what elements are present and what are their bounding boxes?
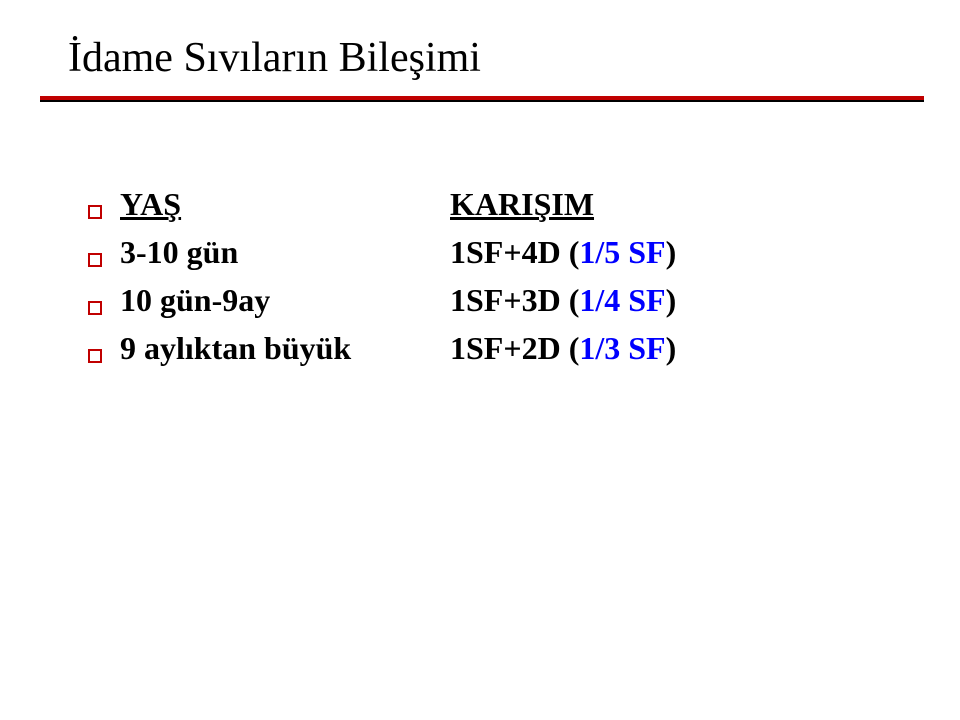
data-row: 9 aylıktan büyük 1SF+2D (1/3 SF) (88, 324, 676, 372)
mix-prefix: 1SF+3D ( (450, 282, 579, 318)
square-bullet-icon (88, 205, 102, 219)
mix-close: ) (666, 234, 677, 270)
square-bullet-icon (88, 301, 102, 315)
cell-age: 9 aylıktan büyük (120, 324, 450, 372)
cell-mix: 1SF+4D (1/5 SF) (450, 228, 676, 276)
square-bullet-icon (88, 349, 102, 363)
square-bullet-icon (88, 253, 102, 267)
mix-prefix: 1SF+2D ( (450, 330, 579, 366)
cell-mix: 1SF+2D (1/3 SF) (450, 324, 676, 372)
mix-prefix: 1SF+4D ( (450, 234, 579, 270)
mix-close: ) (666, 330, 677, 366)
mix-fraction: 1/5 SF (579, 234, 665, 270)
data-row: 10 gün-9ay 1SF+3D (1/4 SF) (88, 276, 676, 324)
content-area: YAŞ KARIŞIM 3-10 gün 1SF+4D (1/5 SF) 10 … (88, 180, 676, 372)
mix-close: ) (666, 282, 677, 318)
data-row: 3-10 gün 1SF+4D (1/5 SF) (88, 228, 676, 276)
cell-age: 3-10 gün (120, 228, 450, 276)
slide-title: İdame Sıvıların Bileşimi (68, 34, 481, 82)
header-mix: KARIŞIM (450, 180, 594, 228)
cell-mix: 1SF+3D (1/4 SF) (450, 276, 676, 324)
title-rule-black (40, 100, 924, 102)
slide: İdame Sıvıların Bileşimi YAŞ KARIŞIM 3-1… (0, 0, 960, 720)
mix-fraction: 1/3 SF (579, 330, 665, 366)
mix-fraction: 1/4 SF (579, 282, 665, 318)
header-age: YAŞ (120, 180, 450, 228)
cell-age: 10 gün-9ay (120, 276, 450, 324)
header-row: YAŞ KARIŞIM (88, 180, 676, 228)
